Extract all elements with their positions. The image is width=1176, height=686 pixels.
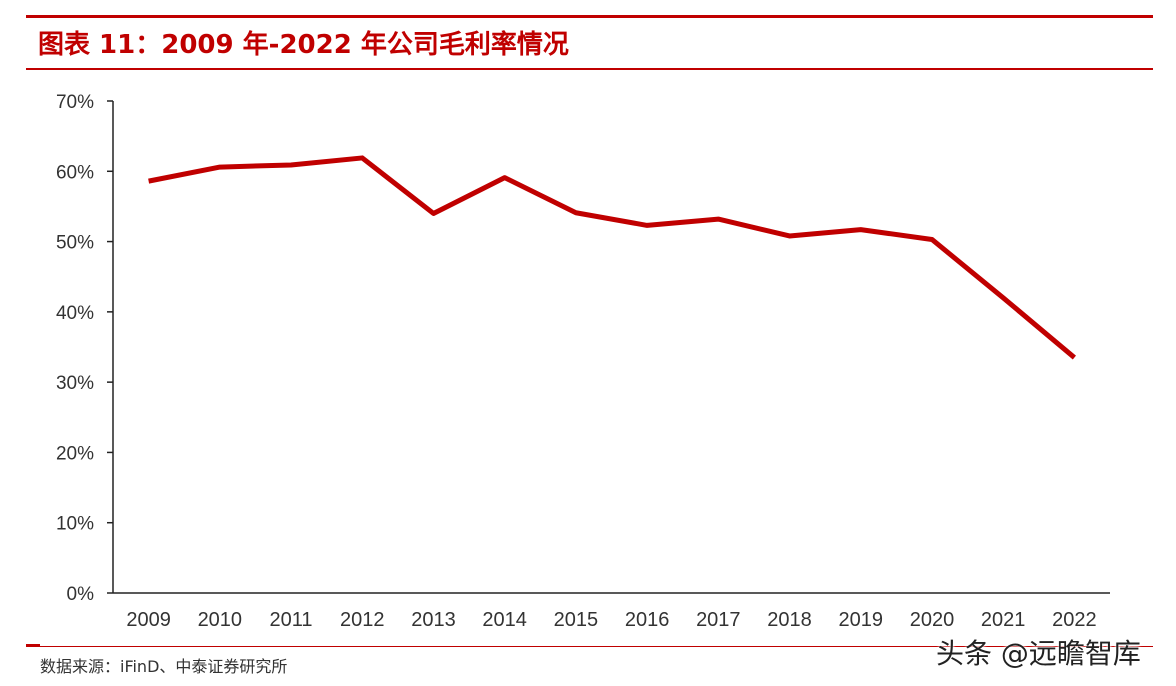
chart-axes (112, 101, 1110, 594)
y-tick-label: 30% (56, 373, 94, 394)
x-tick-label: 2020 (910, 609, 955, 631)
y-tick-label: 40% (56, 303, 94, 324)
x-tick-label: 2017 (696, 609, 741, 631)
y-tick-label: 0% (67, 584, 95, 605)
x-tick-label: 2009 (126, 609, 171, 631)
title-rule (26, 68, 1153, 70)
x-tick-label: 2010 (198, 609, 243, 631)
source-note: 数据来源：iFinD、中泰证券研究所 (40, 657, 288, 676)
x-tick-label: 2015 (554, 609, 599, 631)
y-tick-label: 50% (56, 233, 94, 254)
x-tick-label: 2016 (625, 609, 670, 631)
x-tick-labels: 2009 2010 2011 2012 2013 2014 2015 2016 2017 2018… (126, 609, 1096, 631)
x-tick-label: 2022 (1052, 609, 1097, 631)
y-tick-label: 70% (56, 92, 94, 113)
y-tick-label: 60% (56, 162, 94, 183)
x-tick-label: 2012 (340, 609, 385, 631)
x-tick-label: 2011 (270, 609, 313, 631)
figure-title: 图表 11：2009 年-2022 年公司毛利率情况 (38, 30, 569, 60)
x-tick-label: 2014 (482, 609, 527, 631)
y-tick-labels: 0% 10% 20% 30% 40% 50% 60% 70% (56, 92, 113, 605)
x-tick-label: 2013 (411, 609, 456, 631)
x-tick-label: 2021 (981, 609, 1026, 631)
top-rule (26, 15, 1153, 18)
x-tick-label: 2018 (767, 609, 812, 631)
series-group (148, 155, 1076, 360)
bottom-rule (26, 646, 1153, 647)
y-tick-label: 10% (56, 514, 94, 535)
bottom-mark (26, 644, 40, 647)
y-tick-label: 20% (56, 443, 94, 464)
x-tick-label: 2019 (839, 609, 884, 631)
series-line (148, 155, 1076, 360)
watermark: 头条 @远瞻智库 (936, 637, 1141, 670)
